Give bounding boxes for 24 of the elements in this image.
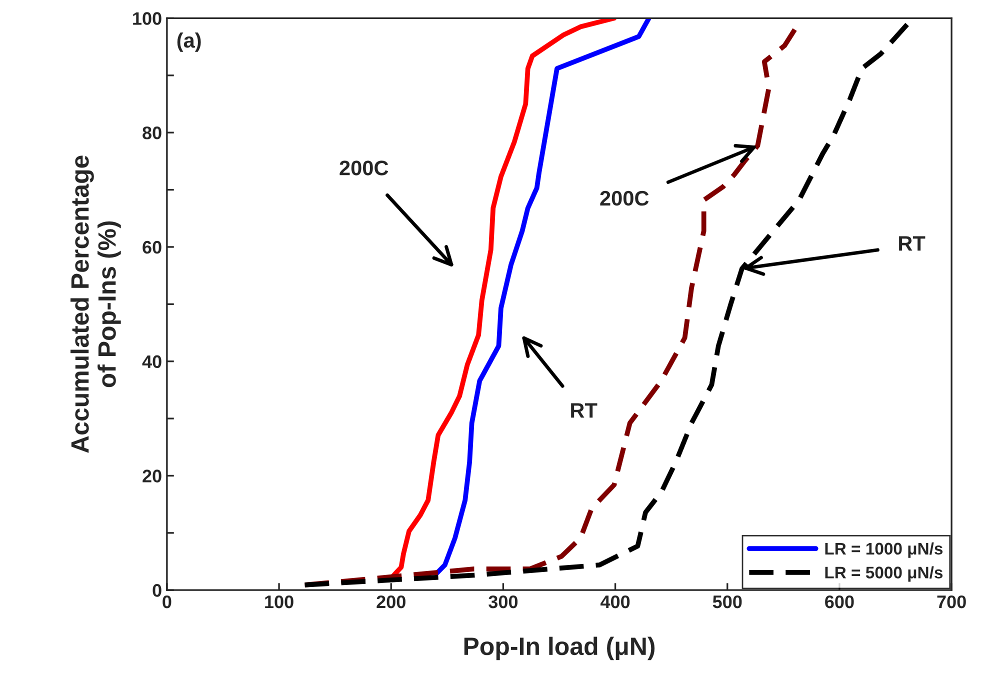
x-axis-title: Pop-In load (μN) bbox=[464, 636, 655, 660]
x-tick-label: 700 bbox=[937, 595, 966, 608]
y-tick-label: 60 bbox=[142, 240, 162, 254]
x-tick-label: 0 bbox=[162, 595, 172, 608]
x-tick-label: 200 bbox=[376, 595, 406, 608]
x-tick-label: 500 bbox=[712, 595, 742, 608]
annotation: (a) bbox=[177, 32, 201, 52]
annotation: RT bbox=[571, 403, 598, 418]
y-tick-label: 80 bbox=[142, 126, 162, 140]
x-tick-label: 100 bbox=[265, 595, 294, 608]
x-tick-label: 300 bbox=[488, 595, 518, 608]
annotation: 200C bbox=[340, 160, 388, 176]
legend-label: LR = 1000 μN/s bbox=[825, 542, 943, 558]
y-tick-label: 20 bbox=[142, 470, 162, 482]
line-series bbox=[434, 18, 652, 576]
annotation: RT bbox=[899, 236, 926, 251]
y-axis-title: Accumulated Percentage of Pop-Ins (%) bbox=[70, 156, 121, 453]
y-tick-label: 0 bbox=[152, 584, 162, 597]
x-tick-label: 600 bbox=[825, 595, 854, 608]
y-tick-label: 40 bbox=[142, 355, 162, 368]
annotation: 200C bbox=[600, 190, 649, 206]
legend-label: LR = 5000 μN/s bbox=[825, 566, 943, 582]
y-tick-label: 100 bbox=[133, 12, 162, 25]
x-tick-label: 400 bbox=[600, 595, 630, 608]
